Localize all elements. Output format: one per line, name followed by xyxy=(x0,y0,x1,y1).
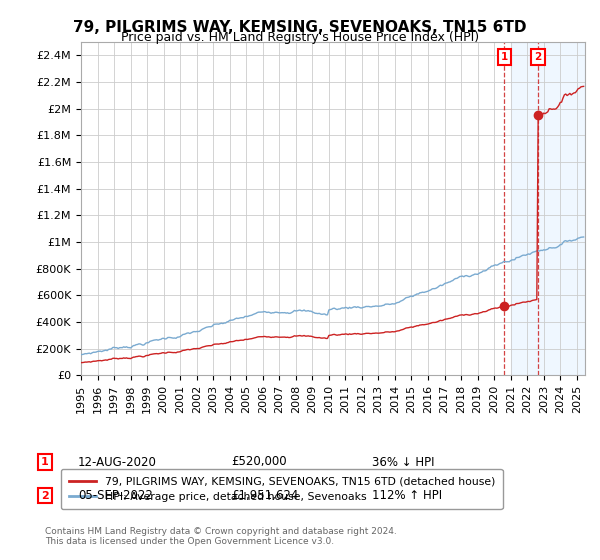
Text: 1: 1 xyxy=(41,457,49,467)
Text: 2: 2 xyxy=(535,52,542,62)
Text: 12-AUG-2020: 12-AUG-2020 xyxy=(78,455,157,469)
Text: 79, PILGRIMS WAY, KEMSING, SEVENOAKS, TN15 6TD: 79, PILGRIMS WAY, KEMSING, SEVENOAKS, TN… xyxy=(73,20,527,35)
Text: £1,951,624: £1,951,624 xyxy=(231,489,298,502)
Text: Contains HM Land Registry data © Crown copyright and database right 2024.
This d: Contains HM Land Registry data © Crown c… xyxy=(45,526,397,546)
Text: Price paid vs. HM Land Registry's House Price Index (HPI): Price paid vs. HM Land Registry's House … xyxy=(121,31,479,44)
Text: 2: 2 xyxy=(41,491,49,501)
Legend: 79, PILGRIMS WAY, KEMSING, SEVENOAKS, TN15 6TD (detached house), HPI: Average pr: 79, PILGRIMS WAY, KEMSING, SEVENOAKS, TN… xyxy=(61,469,503,510)
Text: 36% ↓ HPI: 36% ↓ HPI xyxy=(372,455,434,469)
Bar xyxy=(511,42,585,375)
Text: 05-SEP-2022: 05-SEP-2022 xyxy=(78,489,153,502)
Text: 1: 1 xyxy=(501,52,508,62)
Text: 112% ↑ HPI: 112% ↑ HPI xyxy=(372,489,442,502)
Text: £520,000: £520,000 xyxy=(231,455,287,469)
